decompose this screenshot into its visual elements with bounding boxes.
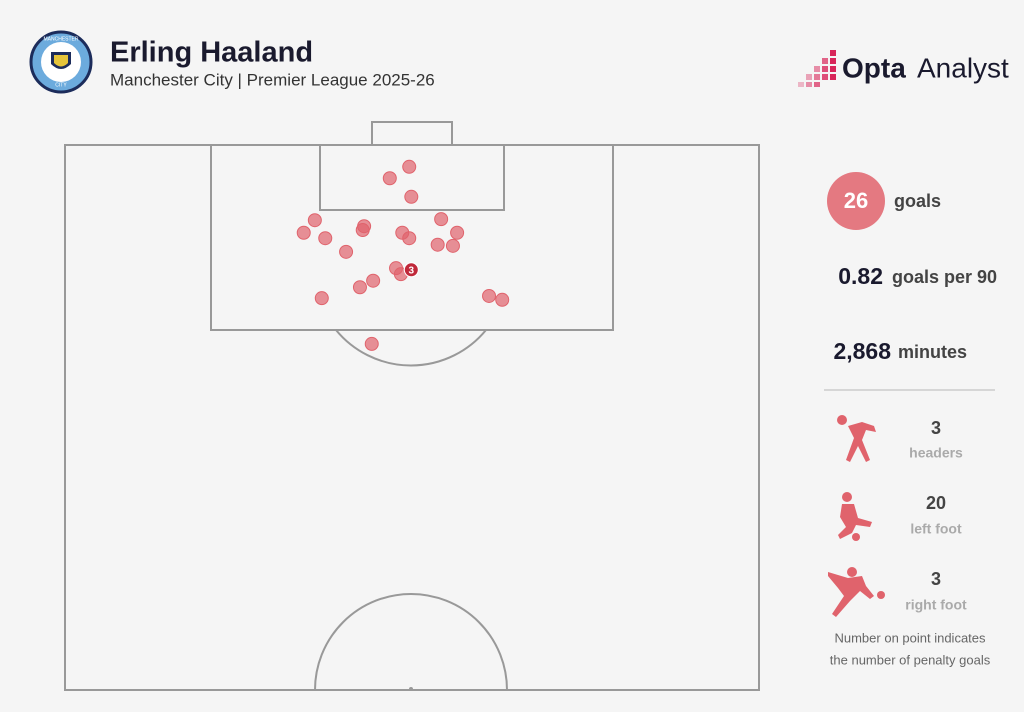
brand-name: Analyst	[917, 52, 1009, 83]
title: Erling Haaland	[110, 37, 313, 69]
goal-point	[339, 244, 354, 259]
goal-point	[404, 189, 419, 204]
headers-value: 3	[931, 418, 941, 438]
goal-point	[296, 225, 311, 240]
note: Number on point indicates	[834, 630, 986, 645]
right-foot-icon	[828, 567, 885, 617]
left-foot-label: left foot	[910, 521, 962, 537]
goal-point	[382, 171, 397, 186]
goal-point	[430, 237, 445, 252]
note: the number of penalty goals	[830, 652, 991, 667]
goal-point	[482, 288, 497, 303]
goal-point	[318, 231, 333, 246]
goal-point	[450, 225, 465, 240]
header-icon	[837, 415, 876, 462]
subtitle: Manchester City | Premier League 2025-26	[110, 70, 435, 89]
right-foot-value: 3	[931, 569, 941, 589]
left-foot-value: 20	[926, 493, 946, 513]
brand-name: Opta	[842, 52, 906, 83]
penalty-count: 3	[409, 265, 415, 276]
headers-label: headers	[909, 445, 963, 461]
goal-point	[352, 280, 367, 295]
minutes-value: 2,868	[833, 338, 891, 364]
goals-circle	[827, 172, 885, 230]
per90-value: 0.82	[838, 263, 883, 289]
pitch	[64, 121, 760, 691]
goal-point	[364, 336, 379, 351]
left-foot-icon	[838, 492, 872, 541]
badge-shield-inner	[54, 55, 68, 67]
goal-point	[495, 292, 510, 307]
goal-point	[402, 231, 417, 246]
goals-label: goals	[894, 191, 941, 211]
badge-text: MANCHESTER	[43, 36, 78, 42]
goal-point	[402, 159, 417, 174]
goal-point	[366, 273, 381, 288]
brand-logo	[798, 50, 836, 87]
goals-value: 26	[844, 188, 868, 213]
goal-point	[314, 291, 329, 306]
goal-point	[445, 238, 460, 253]
minutes-label: minutes	[898, 342, 967, 362]
per90-label: goals per 90	[892, 267, 997, 287]
goal-point	[355, 223, 370, 238]
goal-point	[307, 213, 322, 228]
badge-text: CITY	[55, 82, 67, 88]
penalty-point	[403, 262, 419, 278]
right-foot-label: right foot	[905, 597, 967, 613]
goal-point	[434, 212, 449, 227]
